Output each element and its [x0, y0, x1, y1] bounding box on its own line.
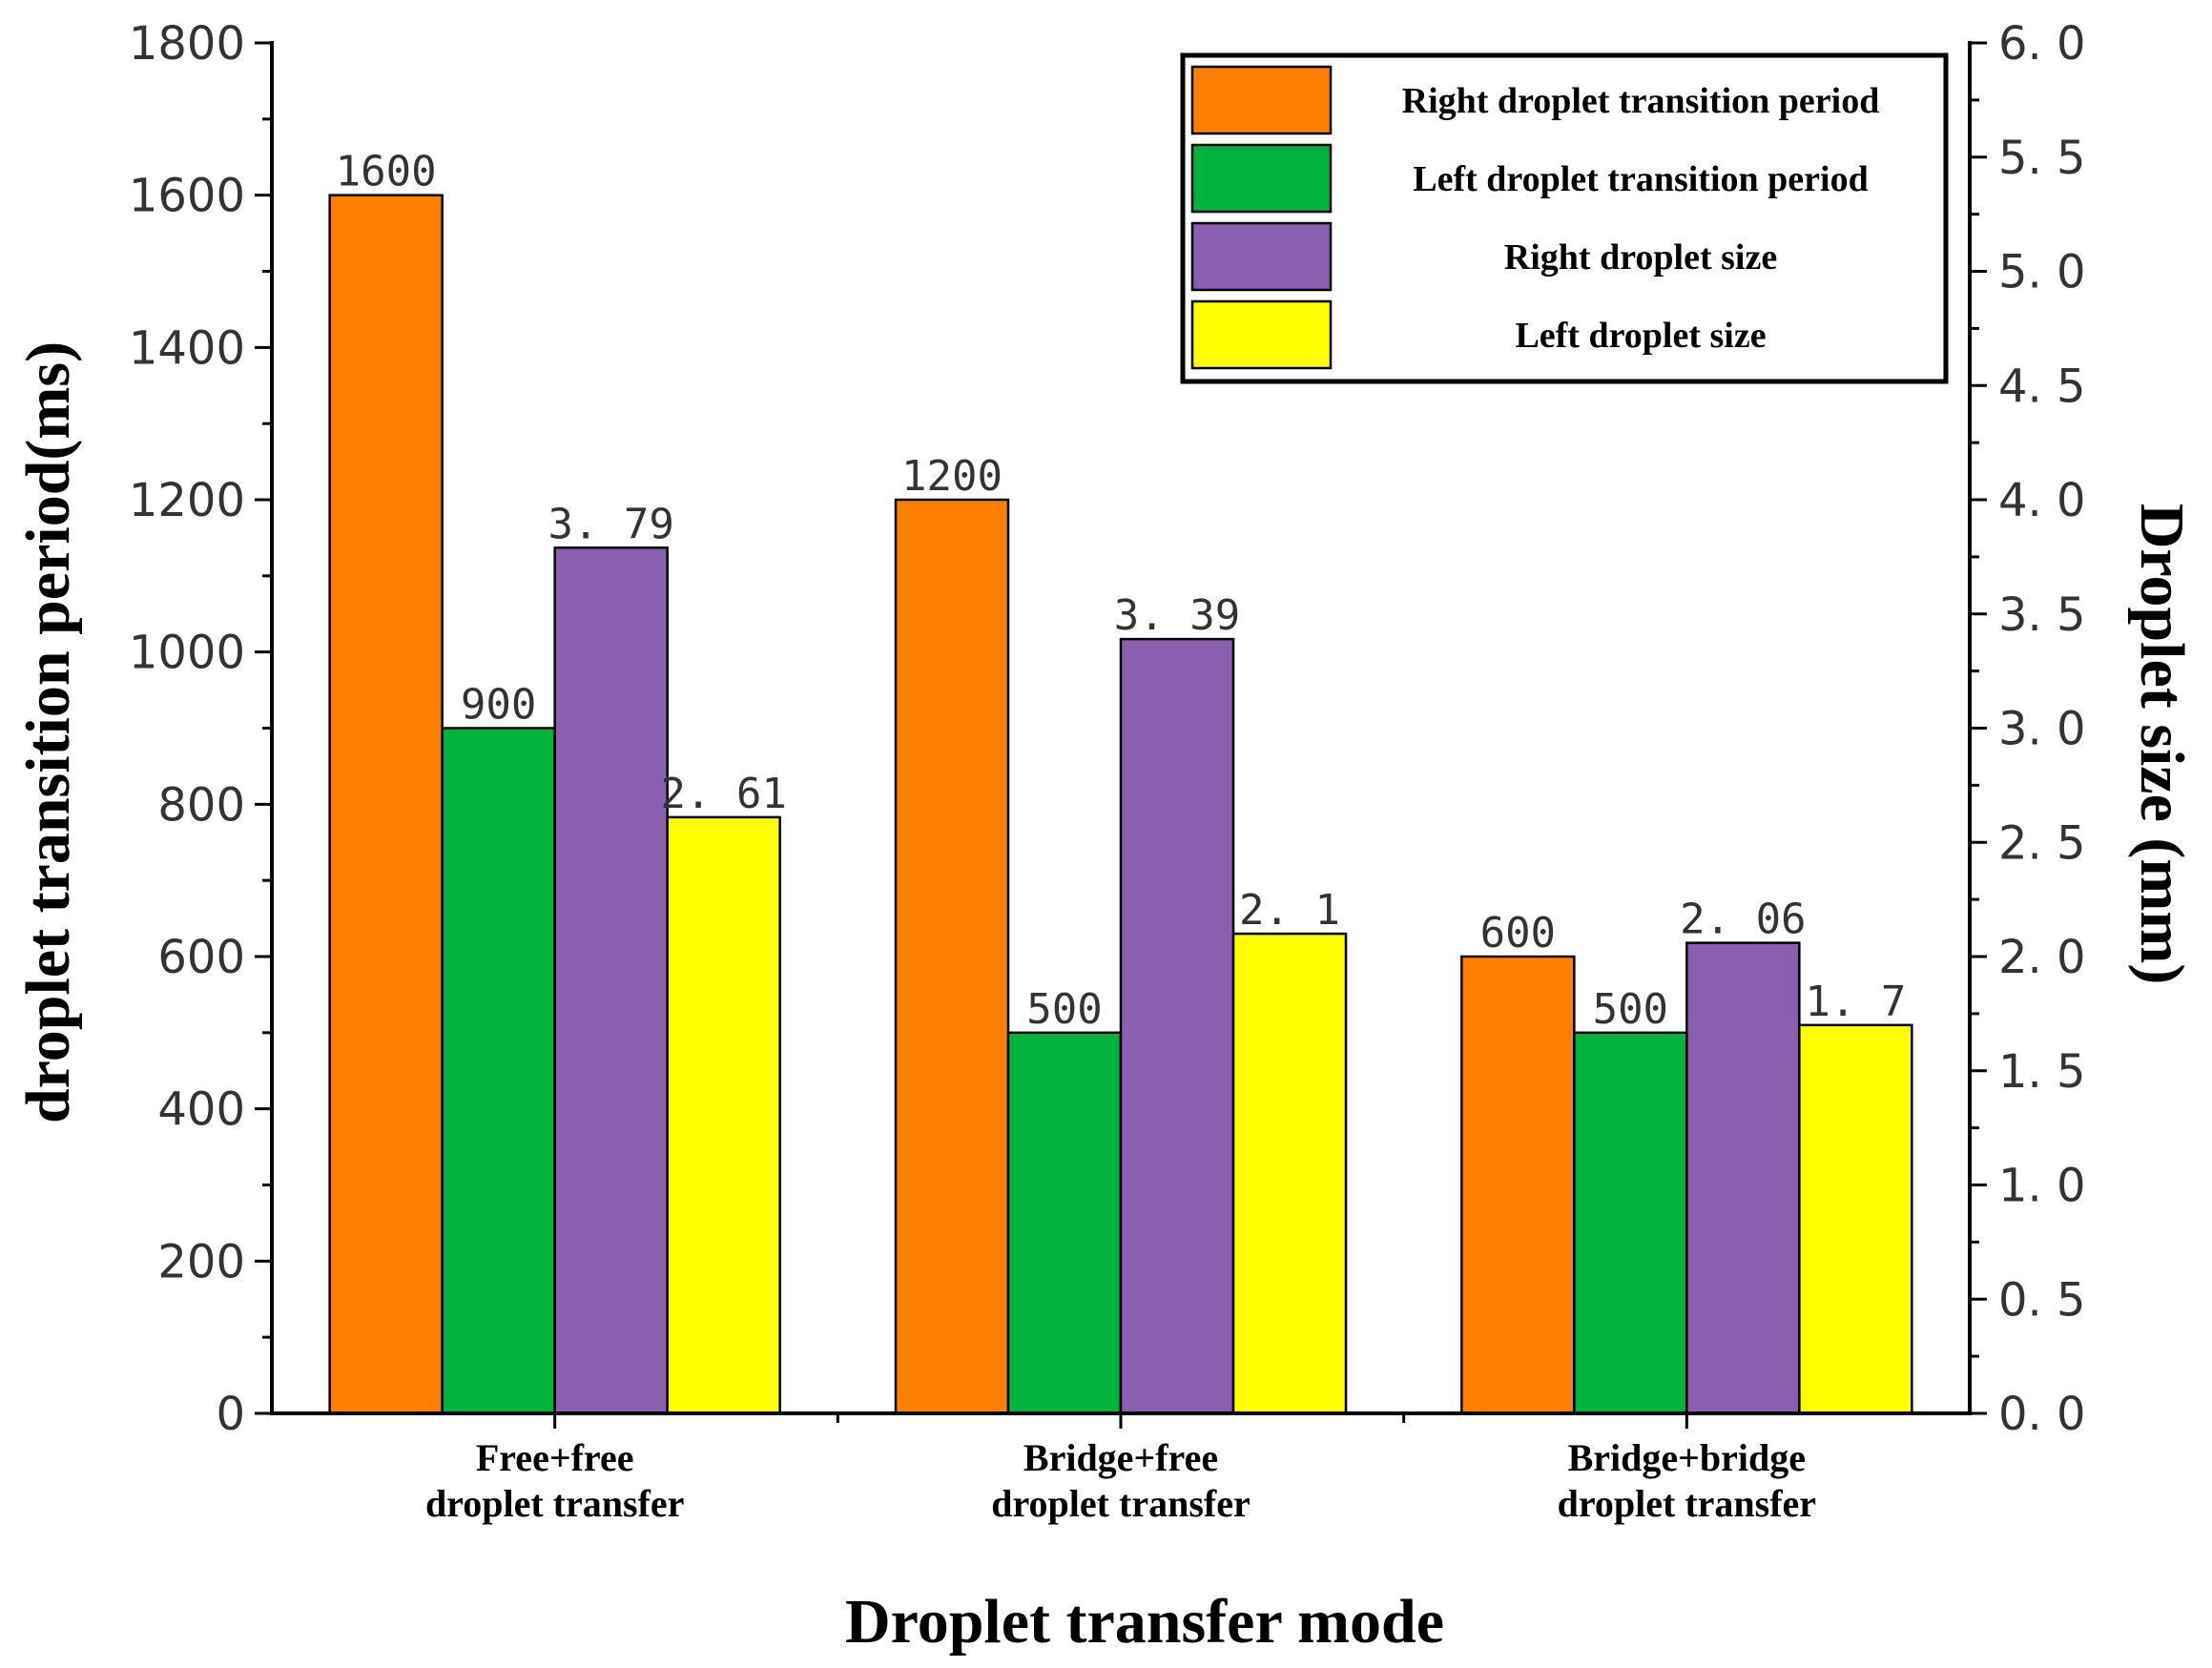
bar-data-label: 2. 06 — [1680, 896, 1806, 944]
x-category-label-line: Free+free — [476, 1436, 634, 1479]
bar-data-label: 2. 61 — [660, 770, 786, 818]
y2-tick-label: 2. 0 — [1998, 931, 2086, 984]
y-tick-label: 1000 — [129, 627, 245, 680]
y-tick-label: 1200 — [129, 474, 245, 527]
x-category-label-line: Bridge+bridge — [1568, 1436, 1806, 1479]
y-axis-title: droplet transition period(ms) — [13, 341, 83, 1123]
bar-data-label: 1. 7 — [1805, 978, 1906, 1026]
bar-data-label: 500 — [1593, 985, 1668, 1034]
bar — [1119, 637, 1235, 1415]
y2-tick-label: 0. 5 — [1998, 1273, 2086, 1327]
bar — [666, 815, 781, 1415]
y2-axis-title: Droplet size (mm) — [2127, 504, 2197, 985]
x-category-label: Bridge+free droplet transfer — [991, 1436, 1250, 1525]
bar — [894, 498, 1010, 1415]
legend-label: Left droplet size — [1515, 316, 1766, 356]
x-category-label-line: droplet transfer — [991, 1482, 1250, 1525]
y2-tick-label: 3. 5 — [1998, 588, 2086, 642]
y-tick-label: 1800 — [129, 17, 245, 71]
x-category-label-line: Bridge+free — [1023, 1436, 1218, 1479]
x-category-label-line: droplet transfer — [1558, 1482, 1816, 1525]
bar — [1231, 932, 1348, 1415]
legend: Right droplet transition period Left drop… — [1180, 52, 1949, 384]
legend-label: Right droplet size — [1504, 237, 1777, 278]
y2-tick-label: 2. 5 — [1998, 816, 2086, 870]
bar — [328, 194, 444, 1415]
bar — [1460, 955, 1576, 1415]
x-axis-title: Droplet transfer mode — [845, 1587, 1444, 1657]
right-axis-ticks: 0. 0 0. 5 1. 0 1. 5 2. 0 2. 5 3. 0 3. 5 4. 0 4. 5… — [1970, 17, 2086, 1441]
x-category-label: Free+free droplet transfer — [425, 1436, 684, 1525]
bar — [1573, 1031, 1688, 1415]
y2-tick-label: 0. 0 — [1998, 1388, 2086, 1441]
bar-data-label: 3. 39 — [1114, 591, 1240, 640]
bar — [441, 727, 556, 1415]
y-tick-label: 400 — [157, 1083, 245, 1137]
y2-tick-label: 3. 0 — [1998, 703, 2086, 756]
bar-data-label: 1600 — [336, 148, 437, 196]
left-axis-ticks: 0 200 400 600 800 1000 1200 1400 1600 1800 — [129, 17, 272, 1441]
y-tick-label: 0 — [216, 1388, 245, 1441]
legend-swatch — [1190, 143, 1333, 214]
legend-swatch — [1190, 65, 1333, 135]
bar-data-label: 3. 79 — [548, 500, 673, 548]
y2-tick-label: 1. 5 — [1998, 1045, 2086, 1099]
bar — [1798, 1023, 1913, 1415]
legend-label: Left droplet transition period — [1413, 159, 1868, 199]
y-tick-label: 800 — [157, 778, 245, 832]
bar — [553, 546, 669, 1415]
y-tick-label: 600 — [157, 931, 245, 984]
y2-tick-label: 5. 0 — [1998, 246, 2086, 299]
bar-data-label: 500 — [1026, 985, 1102, 1034]
bars — [328, 194, 1913, 1429]
legend-swatch — [1190, 299, 1333, 370]
x-category-label: Bridge+bridge droplet transfer — [1558, 1436, 1816, 1525]
y2-tick-label: 5. 5 — [1998, 132, 2086, 185]
bar — [1685, 941, 1801, 1415]
bar-data-label: 600 — [1480, 909, 1556, 958]
y-tick-label: 1400 — [129, 321, 245, 375]
y-tick-label: 1600 — [129, 170, 245, 223]
bar-data-label: 900 — [461, 681, 536, 730]
x-category-label-line: droplet transfer — [425, 1482, 684, 1525]
y-tick-label: 200 — [157, 1235, 245, 1288]
y2-tick-label: 6. 0 — [1998, 17, 2086, 71]
bar — [1006, 1031, 1123, 1415]
y2-tick-label: 1. 0 — [1998, 1160, 2086, 1213]
legend-swatch — [1190, 221, 1333, 292]
legend-label: Right droplet transition period — [1402, 81, 1880, 121]
y2-tick-label: 4. 0 — [1998, 474, 2086, 527]
y2-tick-label: 4. 5 — [1998, 360, 2086, 413]
bar-data-label: 1200 — [901, 452, 1003, 501]
bar-data-label: 2. 1 — [1239, 886, 1340, 935]
